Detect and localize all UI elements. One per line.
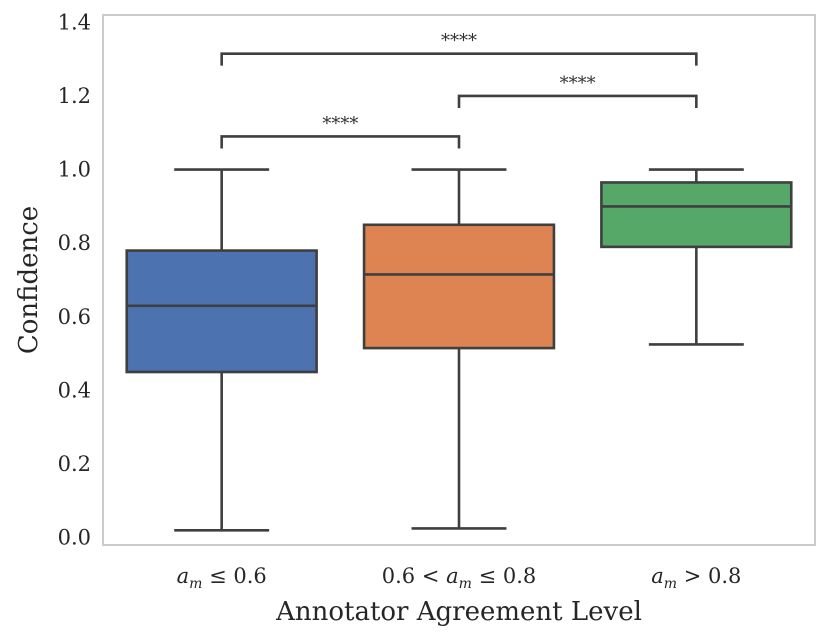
x-tick-label: am > 0.8: [651, 564, 741, 592]
y-tick-label: 1.4: [58, 10, 91, 34]
y-tick-label: 0.2: [58, 452, 91, 476]
box-iqr: [125, 249, 318, 374]
x-category-labels: am ≤ 0.6 0.6 < am ≤ 0.8 am > 0.8: [177, 564, 742, 592]
plot-frame: [102, 14, 816, 546]
significance-bracket: ****: [220, 113, 461, 149]
y-tick-label: 0.6: [58, 305, 91, 329]
y-tick-label: 0.0: [58, 526, 91, 550]
y-axis-label: Confidence: [14, 206, 44, 354]
significance-label: ****: [560, 73, 596, 94]
box-group: [600, 168, 793, 346]
significance-bracket: ****: [457, 73, 698, 108]
bracket-line: [220, 52, 698, 66]
bracket-line: [457, 94, 698, 108]
significance-label: ****: [441, 31, 477, 52]
x-tick-label: am ≤ 0.6: [177, 564, 267, 592]
y-tick-labels: 0.0 0.2 0.4 0.6 0.8 1.0 1.2 1.4: [58, 10, 91, 549]
box-group: [125, 168, 318, 532]
y-tick-label: 0.8: [58, 231, 91, 255]
significance-label: ****: [322, 113, 358, 134]
box-group: [362, 168, 556, 530]
box-iqr: [600, 181, 793, 249]
x-axis-label: Annotator Agreement Level: [275, 597, 642, 627]
bracket-line: [220, 135, 461, 149]
y-tick-label: 1.2: [58, 84, 91, 108]
significance-bracket: ****: [220, 31, 698, 66]
significance-brackets: **** **** ****: [220, 31, 698, 149]
y-tick-label: 1.0: [58, 158, 91, 182]
box-iqr: [362, 223, 556, 350]
y-tick-label: 0.4: [58, 378, 91, 402]
x-tick-label: 0.6 < am ≤ 0.8: [382, 564, 537, 592]
boxes: [125, 168, 793, 532]
